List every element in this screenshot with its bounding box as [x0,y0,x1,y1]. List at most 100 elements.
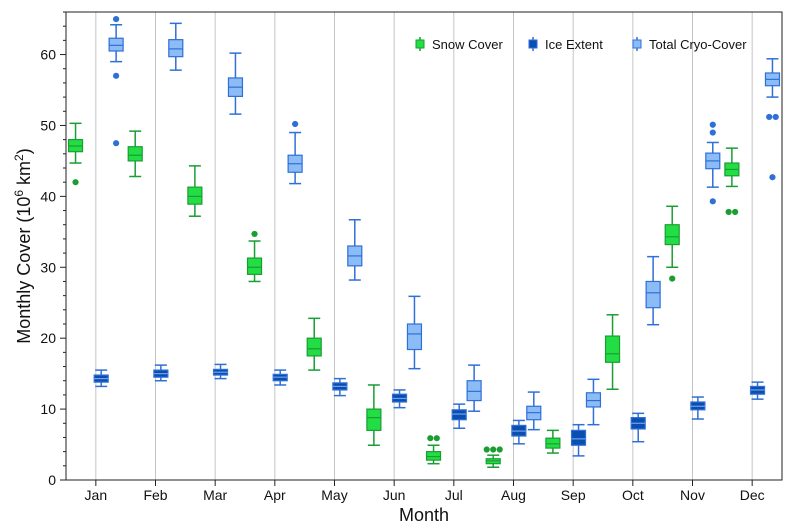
box-iqr [127,146,143,162]
series-total-cryo-cover [108,15,781,431]
outlier-point [483,446,490,453]
box-iqr [425,451,442,461]
legend-item-total-cryo-cover[interactable]: Total Cryo-Cover [632,37,747,52]
outlier-point [766,113,773,121]
plot-frame [65,11,783,481]
outlier-point [709,129,716,136]
box-snow-cover-nov[interactable] [664,205,680,282]
box-snow-cover-jan[interactable] [67,122,84,186]
box-iqr [585,392,602,408]
x-tick-label-jul: Jul [445,487,463,503]
y-axis-title-main: Monthly Cover (10 [14,197,34,344]
box-ice-extent-aug[interactable] [511,419,527,445]
outlier-point [251,230,258,238]
box-total-cryo-cover-may[interactable] [347,219,363,281]
box-snow-cover-jun[interactable] [366,384,382,447]
x-tick-label-apr: Apr [264,487,286,503]
outlier-point [769,174,776,181]
outlier-point [725,208,732,216]
box-iqr [108,37,124,52]
box-iqr [570,429,587,446]
legend-swatch-snow-cover [415,37,425,51]
box-iqr [306,337,322,357]
outlier-point [709,121,716,128]
box-ice-extent-sep[interactable] [570,423,587,457]
y-tick-label: 60 [40,47,56,63]
box-total-cryo-cover-aug[interactable] [526,391,542,431]
box-total-cryo-cover-jan[interactable] [108,15,124,147]
legend: Snow Cover Ice Extent Total Cryo-Cover [415,37,747,52]
box-total-cryo-cover-dec[interactable] [764,58,781,181]
y-axis-title-superscript-1: 6 [12,190,26,197]
box-total-cryo-cover-jun[interactable] [406,295,423,370]
y-axis-title-unit: km [14,161,34,190]
box-snow-cover-jul[interactable] [425,435,442,465]
box-iqr [466,380,482,402]
box-iqr [451,409,467,421]
box-iqr [406,323,423,351]
box-ice-extent-feb[interactable] [153,364,169,382]
box-snow-cover-mar[interactable] [187,165,203,217]
x-tick-label-jun: Jun [383,487,406,503]
y-tick-label: 30 [40,259,56,275]
series-ice-extent [93,363,766,457]
x-tick-label-oct: Oct [622,487,644,503]
box-snow-cover-aug[interactable] [483,446,503,468]
legend-swatch-box [415,39,425,49]
y-tick-label: 50 [40,117,56,133]
outlier-point [113,15,120,23]
box-total-cryo-cover-sep[interactable] [585,378,602,426]
box-ice-extent-oct[interactable] [630,412,646,443]
box-iqr [187,186,203,205]
box-snow-cover-oct[interactable] [604,314,621,390]
box-total-cryo-cover-jul[interactable] [466,364,482,412]
y-tick-label: 10 [40,401,56,417]
outlier-point [72,179,79,186]
x-tick-label-mar: Mar [203,487,227,503]
box-ice-extent-dec[interactable] [749,381,766,400]
box-total-cryo-cover-nov[interactable] [705,121,721,205]
box-snow-cover-may[interactable] [306,317,322,371]
x-tick-label-feb: Feb [143,487,167,503]
box-snow-cover-feb[interactable] [127,130,143,178]
box-snow-cover-dec[interactable] [724,147,740,216]
box-total-cryo-cover-apr[interactable] [287,120,303,185]
box-ice-extent-jul[interactable] [451,403,467,429]
y-axis-title-superscript-2: 2 [12,154,26,161]
outlier-point [433,435,440,442]
box-total-cryo-cover-oct[interactable] [645,255,661,326]
gridlines [95,12,753,480]
box-ice-extent-jan[interactable] [93,369,109,388]
box-iqr [604,335,621,363]
box-ice-extent-nov[interactable] [690,396,706,420]
legend-label-total-cryo-cover: Total Cryo-Cover [649,37,747,52]
box-snow-cover-sep[interactable] [545,429,561,454]
legend-swatch-box [528,39,538,49]
box-total-cryo-cover-feb[interactable] [168,22,184,71]
box-ice-extent-mar[interactable] [212,363,229,380]
box-ice-extent-may[interactable] [332,377,348,397]
axes [65,11,783,481]
legend-swatch-box [632,39,642,49]
y-axis-title: Monthly Cover (106 km2) [12,148,34,343]
outlier-point [113,140,120,147]
x-axis-ticks: Jan Feb Mar Apr May Jun Jul Aug Sep Oct Nov Dec [85,480,765,503]
box-iqr [168,39,184,58]
box-total-cryo-cover-mar[interactable] [227,52,244,115]
series-snow-cover [67,122,740,468]
y-tick-label: 20 [40,330,56,346]
box-iqr [645,280,661,309]
x-tick-label-dec: Dec [740,487,765,503]
legend-item-ice-extent[interactable]: Ice Extent [528,37,603,52]
box-iqr [366,408,382,431]
outlier-point [772,113,779,121]
outlier-point [490,446,497,453]
legend-item-snow-cover[interactable]: Snow Cover [415,37,503,52]
x-tick-label-may: May [321,487,347,503]
box-snow-cover-apr[interactable] [246,230,263,283]
box-ice-extent-jun[interactable] [391,389,408,409]
y-tick-label: 40 [40,188,56,204]
box-ice-extent-apr[interactable] [272,369,288,386]
